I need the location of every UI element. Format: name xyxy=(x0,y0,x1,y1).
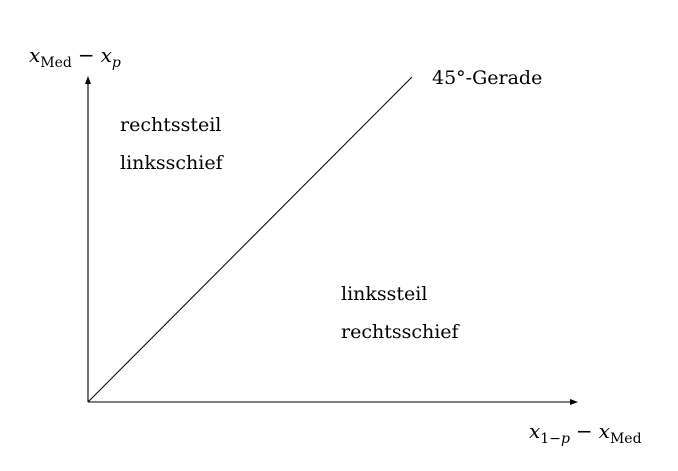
y-axis-label: xMed − xp xyxy=(29,43,121,71)
x-axis-label: x1−p − xMed xyxy=(529,419,642,447)
upper-region-line2: linksschief xyxy=(120,152,225,174)
lower-region-line1: linkssteil xyxy=(341,283,427,305)
lower-region-line2: rechtsschief xyxy=(341,321,461,343)
diagonal-45-line xyxy=(87,76,413,403)
diagonal-label: 45°-Gerade xyxy=(432,67,542,89)
upper-region-line1: rechtssteil xyxy=(120,114,221,136)
